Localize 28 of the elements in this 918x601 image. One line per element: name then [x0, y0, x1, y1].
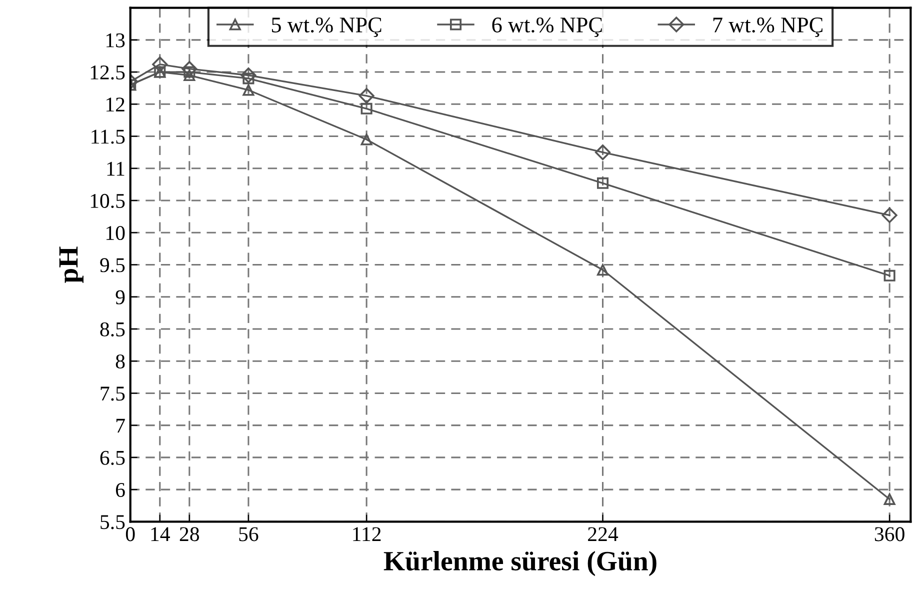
legend-label: 7 wt.% NPÇ [713, 17, 822, 37]
y-tick-label: 9.5 [100, 258, 125, 272]
y-tick-label: 8 [116, 354, 125, 369]
y-tick-label: 5.5 [100, 515, 125, 530]
x-axis-title: Kürlenme süresi (Gün) [384, 550, 656, 576]
y-tick-label: 7 [116, 418, 125, 433]
x-tick-label: 112 [353, 527, 381, 541]
y-tick-label: 10 [106, 226, 125, 240]
y-tick-label: 9 [116, 290, 125, 304]
y-tick-label: 11 [107, 162, 124, 176]
y-tick-label: 7.5 [100, 386, 125, 401]
x-tick-label: 56 [239, 527, 258, 542]
x-tick-label: 360 [874, 527, 904, 542]
y-tick-label: 13 [106, 33, 125, 48]
x-tick-label: 14 [151, 527, 170, 541]
y-tick-label: 10.5 [90, 194, 125, 208]
x-tick-label: 0 [126, 527, 135, 542]
legend-label: 6 wt.% NPÇ [492, 17, 602, 37]
y-tick-label: 11.5 [92, 130, 125, 144]
x-tick-label: 224 [588, 527, 618, 541]
y-tick-label: 6 [116, 482, 125, 497]
legend-label: 5 wt.% NPÇ [272, 17, 382, 37]
y-tick-label: 12.5 [90, 65, 125, 80]
y-tick-label: 12 [106, 98, 124, 112]
y-axis-title: pH [59, 246, 84, 283]
y-tick-label: 8.5 [100, 322, 125, 336]
y-tick-label: 6.5 [100, 450, 125, 465]
x-tick-label: 28 [180, 527, 200, 542]
